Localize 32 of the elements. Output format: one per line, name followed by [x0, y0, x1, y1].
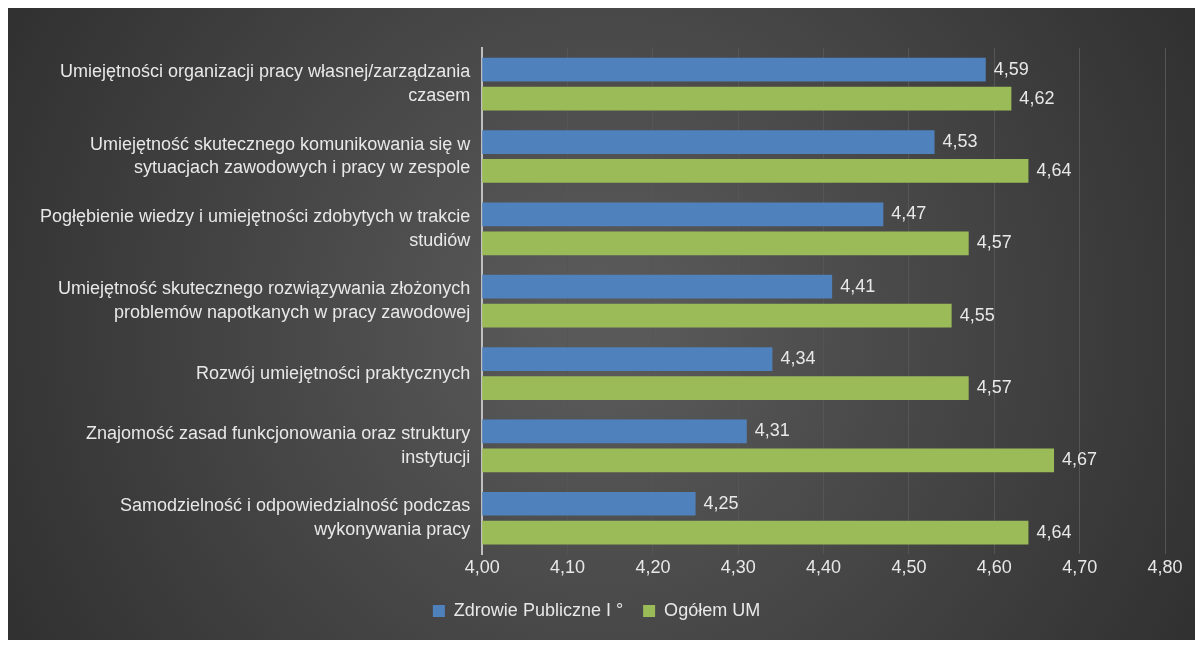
- y-tick-label: Samodzielność i odpowiedzialność podczas wykonywania pracy: [120, 495, 471, 539]
- x-tick-label: 4,20: [635, 557, 671, 578]
- data-label: 4,53: [942, 131, 978, 152]
- data-label: 4,57: [976, 376, 1012, 397]
- x-tick-label: 4,30: [720, 557, 756, 578]
- data-label: 4,47: [891, 203, 927, 224]
- y-tick-label: Umiejętność skutecznego komunikowania się w sytuacjach zawodowych i pracy w zespole: [90, 133, 472, 178]
- y-tick-label: Umiejętności organizacji pracy własnej/zarządzania czasem: [60, 61, 472, 105]
- data-label: 4,62: [1019, 87, 1055, 108]
- data-label: 4,67: [1062, 449, 1098, 470]
- y-tick-label: Znajomość zasad funkcjonowania oraz struktury instytucji: [86, 423, 471, 467]
- data-label: 4,25: [703, 492, 739, 513]
- x-tick-label: 4,10: [550, 557, 586, 578]
- data-label: 4,34: [780, 348, 816, 369]
- data-label: 4,31: [754, 420, 790, 441]
- data-label: 4,41: [840, 275, 876, 296]
- y-tick-label: Rozwój umiejętności praktycznych: [196, 362, 471, 383]
- data-label: 4,64: [1036, 521, 1072, 542]
- legend-label: Zdrowie Publiczne I °: [453, 599, 624, 620]
- x-tick-label: 4,40: [806, 557, 842, 578]
- y-tick-label: Umiejętność skutecznego rozwiązywania złożonych problemów napotkanych w pracy zawodowej: [58, 278, 471, 322]
- x-tick-label: 4,50: [891, 557, 927, 578]
- x-tick-label: 4,60: [976, 557, 1012, 578]
- data-label: 4,57: [976, 232, 1012, 253]
- x-tick-label: 4,00: [464, 557, 500, 578]
- y-tick-label: Pogłębienie wiedzy i umiejętności zdobytych w trakcie studiów: [39, 206, 472, 250]
- x-tick-label: 4,80: [1147, 557, 1183, 578]
- x-tick-label: 4,70: [1062, 557, 1098, 578]
- legend-label: Ogółem UM: [664, 599, 761, 620]
- data-label: 4,55: [959, 304, 995, 325]
- data-label: 4,59: [993, 58, 1029, 79]
- data-label: 4,64: [1036, 159, 1072, 180]
